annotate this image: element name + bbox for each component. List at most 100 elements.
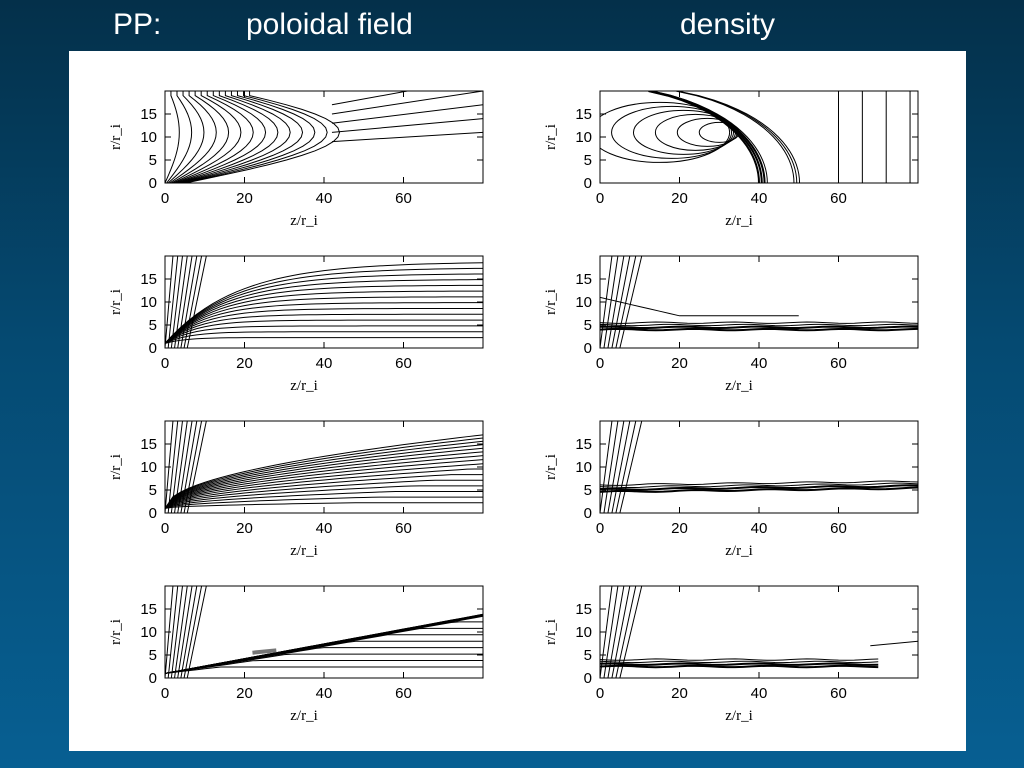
density-contour — [676, 117, 738, 147]
field-line — [186, 256, 207, 348]
x-tick-label: 20 — [671, 520, 688, 537]
contour-plot-density-row-1: 0 20 40 60 0 5 10 15 z/r_i r/r_i — [543, 90, 919, 229]
x-tick-label: 0 — [596, 520, 604, 537]
x-tick-label: 60 — [830, 190, 847, 207]
y-axis-label: r/r_i — [543, 619, 559, 645]
y-tick-label: 10 — [575, 294, 592, 311]
plot-frame — [599, 90, 919, 184]
x-tick-label: 20 — [236, 355, 253, 372]
field-line — [165, 496, 483, 509]
y-tick-label: 5 — [149, 482, 157, 499]
field-line — [180, 256, 198, 348]
x-tick-label: 0 — [161, 685, 169, 702]
y-tick-label: 0 — [149, 505, 157, 522]
x-tick-label: 20 — [671, 685, 688, 702]
y-axis-label: r/r_i — [108, 124, 124, 150]
x-axis-label: z/r_i — [290, 708, 318, 724]
field-line — [165, 262, 483, 344]
y-tick-label: 5 — [149, 647, 157, 664]
y-tick-label: 10 — [575, 129, 592, 146]
contour-plot-poloidal-row-1: 0 20 40 60 0 5 10 15 z/r_i r/r_i — [108, 90, 484, 229]
field-line — [165, 437, 483, 509]
density-contour — [600, 486, 918, 493]
field-line — [165, 459, 483, 509]
x-tick-label: 0 — [596, 190, 604, 207]
x-tick-label: 20 — [236, 190, 253, 207]
field-line — [165, 273, 483, 344]
field-line — [180, 421, 198, 513]
y-axis-label: r/r_i — [543, 124, 559, 150]
field-line — [165, 660, 483, 674]
density-contour — [619, 586, 643, 678]
field-line — [186, 586, 207, 678]
y-tick-label: 15 — [575, 601, 592, 618]
field-line — [183, 421, 203, 513]
y-axis-label: r/r_i — [543, 289, 559, 315]
contour-plot-grid: 0 20 40 60 0 5 10 15 z/r_i r/r_i 0 20 40 60 0 5 10 15 z/r_… — [108, 90, 919, 724]
y-tick-label: 5 — [584, 647, 592, 664]
field-line — [165, 302, 483, 344]
figure-panel: 0 20 40 60 0 5 10 15 z/r_i r/r_i 0 20 40 60 0 5 10 15 z/r_… — [69, 51, 966, 751]
field-line — [165, 653, 483, 674]
field-line — [183, 91, 328, 183]
density-contour — [600, 325, 918, 329]
field-line — [165, 666, 483, 674]
field-line — [165, 290, 483, 344]
x-tick-label: 60 — [395, 520, 412, 537]
field-line — [169, 91, 217, 183]
density-contour — [600, 658, 879, 661]
field-line — [165, 444, 483, 509]
field-line — [170, 256, 183, 348]
field-line — [165, 279, 483, 344]
x-tick-label: 40 — [751, 190, 768, 207]
density-contour — [603, 256, 619, 348]
field-line — [172, 91, 242, 183]
x-tick-label: 20 — [671, 190, 688, 207]
x-tick-label: 60 — [830, 355, 847, 372]
x-tick-label: 60 — [830, 685, 847, 702]
y-tick-label: 0 — [584, 340, 592, 357]
field-line — [167, 91, 205, 183]
contour-lines — [600, 256, 918, 348]
field-line — [165, 455, 483, 509]
field-line — [170, 421, 183, 513]
density-contour — [870, 640, 918, 647]
field-line — [165, 485, 483, 509]
density-contour — [607, 256, 625, 348]
y-tick-label: 10 — [140, 624, 157, 641]
y-axis-label: r/r_i — [108, 619, 124, 645]
y-tick-label: 0 — [584, 670, 592, 687]
field-line — [165, 284, 483, 344]
field-line — [177, 586, 193, 678]
field-line — [177, 421, 193, 513]
density-contour — [603, 421, 619, 513]
field-line — [165, 451, 483, 509]
x-axis-label: z/r_i — [290, 378, 318, 394]
field-line — [174, 91, 254, 183]
field-line — [165, 468, 483, 509]
field-line — [165, 502, 483, 509]
field-line — [171, 91, 230, 183]
y-axis-label: r/r_i — [108, 454, 124, 480]
density-contour — [619, 256, 643, 348]
field-line — [331, 118, 483, 133]
field-line — [180, 586, 198, 678]
x-tick-label: 40 — [751, 520, 768, 537]
field-line — [180, 91, 304, 183]
contour-lines — [600, 586, 918, 678]
x-tick-label: 40 — [751, 685, 768, 702]
field-line — [183, 256, 203, 348]
field-line — [175, 91, 267, 183]
field-line — [183, 586, 203, 678]
contour-lines — [165, 421, 483, 513]
field-line — [165, 491, 483, 509]
x-axis-label: z/r_i — [725, 543, 753, 559]
field-line — [165, 337, 483, 344]
density-contour — [615, 256, 637, 348]
density-contour — [600, 296, 799, 317]
density-contour — [607, 586, 625, 678]
density-contour — [676, 91, 798, 183]
y-tick-label: 15 — [575, 106, 592, 123]
x-axis-label: z/r_i — [290, 213, 318, 229]
y-tick-label: 5 — [584, 152, 592, 169]
